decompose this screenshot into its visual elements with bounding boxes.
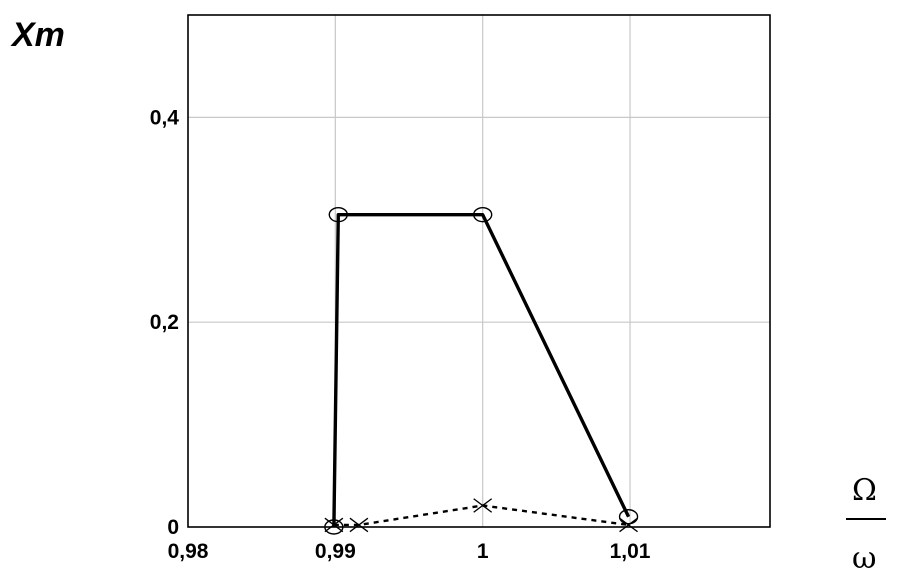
y-tick-label: 0,2 (150, 311, 179, 334)
y-tick-label: 0 (167, 516, 179, 539)
tick-labels: 0,98 0,99 1 1,01 0 0,2 0,4 (150, 106, 651, 563)
series-line (332, 212, 631, 528)
y-axis-label: Xm (10, 16, 65, 54)
plot-area-frame (187, 14, 771, 528)
data-point (328, 206, 348, 223)
data-point (349, 517, 369, 533)
x-tick-label: 1 (477, 540, 489, 563)
grid (188, 15, 770, 527)
x-axis-label-numerator: Ω (852, 473, 877, 508)
data-point (472, 206, 493, 223)
y-tick-label: 0,4 (150, 106, 180, 129)
data-point (619, 517, 638, 533)
data-point (618, 509, 639, 525)
x-axis-label-denominator: ω (852, 541, 876, 576)
x-tick-label: 1,01 (610, 540, 651, 563)
series-layer (324, 206, 639, 535)
x-tick-label: 0,98 (168, 540, 209, 563)
data-point (324, 517, 344, 533)
data-point (473, 498, 493, 513)
series-line (333, 504, 629, 527)
x-tick-label: 0,99 (315, 540, 356, 563)
